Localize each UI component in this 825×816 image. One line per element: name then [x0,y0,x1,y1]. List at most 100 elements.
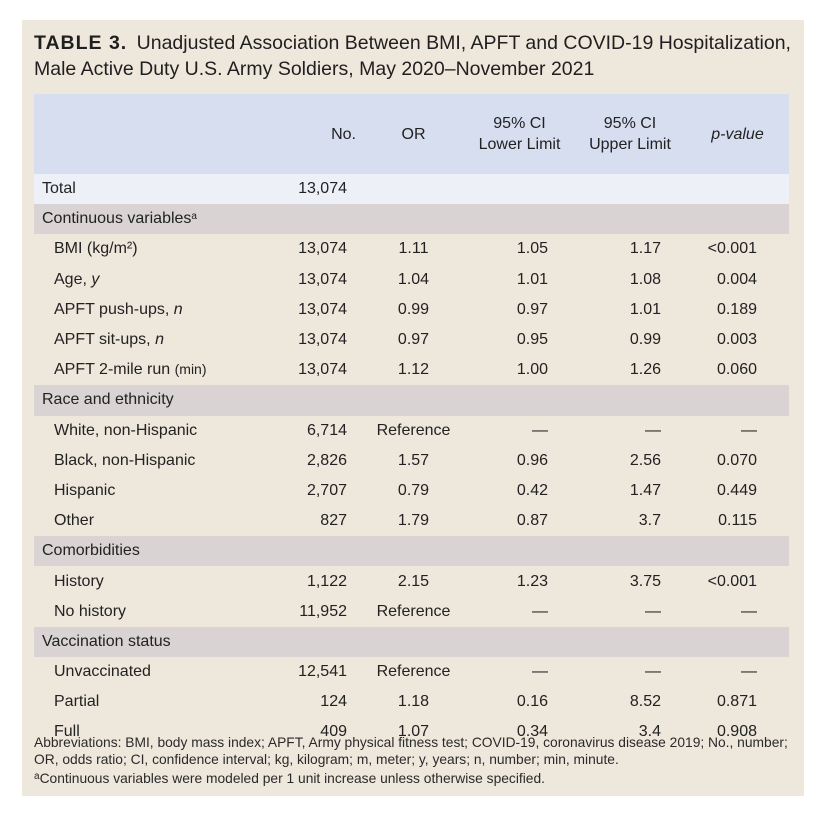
row-label: No history [54,602,127,620]
table-row: White, non-Hispanic 6,714 Reference — — … [34,415,789,446]
cell-lower-limit: 0.34 [516,723,548,741]
header-p-text: p-value [711,125,764,143]
cell-p-value: — [741,602,757,620]
row-label: APFT 2-mile run (min) [54,361,207,379]
row-label: Other [54,512,95,530]
cell-or: 2.15 [397,572,430,590]
row-label: Age, y [54,270,100,288]
cell-upper-limit: 1.26 [629,361,661,379]
cell-or: 1.11 [398,240,429,258]
cell-no: 13,074 [298,180,347,198]
cell-upper-limit: 3.4 [638,723,661,741]
results-table: No. OR 95% CI Lower Limit 95% CI Upper L… [34,94,789,748]
cell-or: Reference [376,421,451,439]
footnote-marker: a [191,211,197,223]
cell-p-value: 0.004 [716,270,757,288]
cell-upper-limit: 1.01 [629,300,661,318]
header-lower-line2: Lower Limit [478,136,561,153]
section-row-vaccination: Vaccination status [34,626,789,657]
cell-lower-limit: — [532,602,548,620]
table-row: Black, non-Hispanic 2,826 1.57 0.96 2.56… [34,445,789,476]
table-row: Full 409 1.07 0.34 3.4 0.908 [34,717,789,748]
cell-no: 11,952 [299,602,347,620]
table-footer: Abbreviations: BMI, body mass index; APF… [34,734,799,787]
header-no: No. [331,125,356,143]
cell-or: Reference [376,663,451,681]
cell-upper-limit: — [645,663,661,681]
cell-lower-limit: 0.96 [516,451,548,469]
cell-upper-limit: 1.17 [629,240,661,258]
cell-p-value: 0.003 [716,331,757,349]
table-row: Unvaccinated 12,541 Reference — — — [34,657,789,688]
section-label: Race and ethnicity [42,391,174,409]
cell-no: 124 [320,693,347,711]
cell-lower-limit: 1.00 [516,361,548,379]
cell-lower-limit: 1.05 [516,240,548,258]
header-lower-limit: 95% CI Lower Limit [465,94,574,174]
cell-p-value: — [741,663,757,681]
cell-upper-limit: 0.99 [629,331,661,349]
cell-or: 1.07 [397,723,430,741]
section-row-race: Race and ethnicity [34,385,789,416]
cell-no: 2,826 [306,451,347,469]
cell-upper-limit: 8.52 [629,693,661,711]
cell-upper-limit: 1.08 [629,270,661,288]
cell-p-value: 0.449 [716,481,757,499]
row-label: APFT push-ups, n [54,300,183,318]
cell-p-value: — [741,421,757,439]
table-caption: TABLE 3. Unadjusted Association Between … [34,30,799,82]
row-label: Unvaccinated [54,663,151,681]
table-row: Age, y 13,074 1.04 1.01 1.08 0.004 [34,264,789,295]
abbreviations-note: Abbreviations: BMI, body mass index; APF… [34,735,788,767]
cell-p-value: <0.001 [707,572,757,590]
cell-lower-limit: 1.23 [516,572,548,590]
table-panel: TABLE 3. Unadjusted Association Between … [22,20,804,796]
cell-upper-limit: 2.56 [629,451,661,469]
cell-or: 1.18 [397,693,430,711]
row-label: Hispanic [54,481,116,499]
header-lower-line1: 95% CI [493,115,546,132]
cell-no: 6,714 [306,421,347,439]
row-label: Full [54,723,80,741]
cell-or: 1.12 [397,361,430,379]
cell-no: 13,074 [298,361,347,379]
section-label: Comorbidities [42,542,140,560]
table-row: APFT sit-ups, n 13,074 0.97 0.95 0.99 0.… [34,324,789,356]
cell-no: 2,707 [306,481,347,499]
cell-no: 12,541 [298,663,347,681]
cell-or: 1.79 [397,512,430,530]
footnote-marker: a [34,771,40,782]
section-label: Continuous variablesa [42,210,197,228]
cell-lower-limit: 0.16 [516,693,548,711]
cell-upper-limit: 1.47 [629,481,661,499]
header-upper-line1: 95% CI [603,115,657,132]
section-row-comorbidities: Comorbidities [34,536,789,567]
table-row: Other 827 1.79 0.87 3.7 0.115 [34,506,789,537]
header-label [34,94,260,174]
cell-p-value: 0.070 [716,451,757,469]
cell-no: 13,074 [298,270,347,288]
cell-or: 0.97 [397,331,430,349]
row-label: BMI (kg/m²) [54,240,138,258]
section-row-continuous: Continuous variablesa [34,204,789,235]
cell-p-value: <0.001 [707,240,757,258]
table-row: APFT push-ups, n 13,074 0.99 0.97 1.01 0… [34,294,789,325]
cell-p-value: 0.115 [718,512,757,530]
row-label: APFT sit-ups, n [54,331,164,349]
header-upper-line2: Upper Limit [589,136,671,153]
header-upper-limit: 95% CI Upper Limit [574,94,686,174]
row-label: Total [42,180,76,198]
table-row: Partial 124 1.18 0.16 8.52 0.871 [34,687,789,718]
table-label: TABLE 3. [34,32,128,54]
table-row: No history 11,952 Reference — — — [34,596,789,627]
header-row: No. OR 95% CI Lower Limit 95% CI Upper L… [34,94,789,174]
cell-lower-limit: 0.42 [516,481,548,499]
table-title: Unadjusted Association Between BMI, APFT… [34,32,791,80]
table-row: Hispanic 2,707 0.79 0.42 1.47 0.449 [34,475,789,507]
cell-lower-limit: 1.01 [516,270,548,288]
cell-lower-limit: 0.97 [516,300,548,318]
section-label: Vaccination status [42,632,171,650]
cell-p-value: 0.871 [716,693,757,711]
cell-upper-limit: — [645,602,661,620]
cell-no: 13,074 [298,331,347,349]
